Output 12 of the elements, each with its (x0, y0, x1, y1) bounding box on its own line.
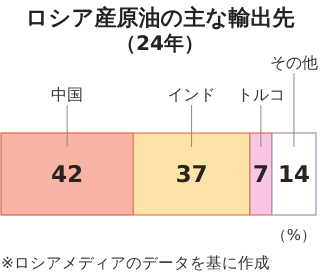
data-label: 14 (278, 162, 310, 188)
text: ※ロシアメディアのデータを基に作成 (1, 254, 270, 272)
chart-title: ロシア産原油の主な輸出先 (26, 5, 294, 31)
text: （%） (272, 226, 316, 244)
data-label: 7 (252, 162, 269, 188)
data-label: 42 (51, 162, 84, 188)
series-label: 中国 (51, 85, 84, 104)
series-label: インド (168, 85, 216, 104)
series-label: トルコ (236, 85, 285, 104)
data-label: 37 (176, 162, 208, 188)
chart-subtitle: （24年） (116, 31, 204, 55)
text: その他 (270, 53, 318, 72)
